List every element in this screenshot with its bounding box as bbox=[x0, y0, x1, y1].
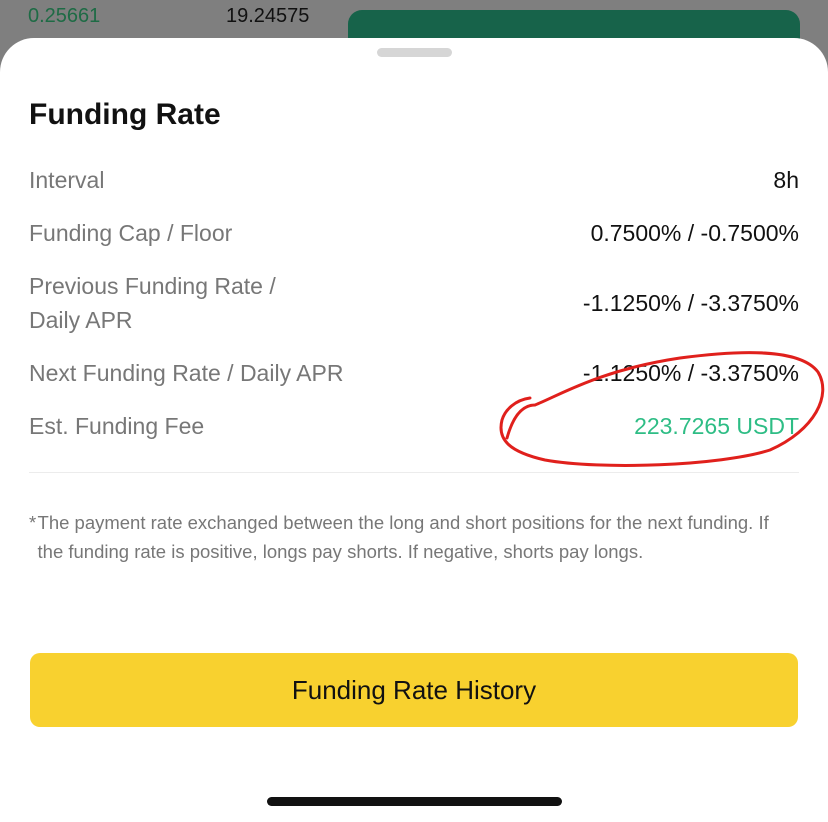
next-rate-value: -1.1250% / -3.3750% bbox=[582, 359, 799, 386]
row-est-funding-fee: Est. Funding Fee 223.7265 USDT bbox=[29, 409, 799, 443]
cap-floor-label: Funding Cap / Floor bbox=[29, 220, 233, 246]
row-next-funding-rate: Next Funding Rate / Daily APR -1.1250% /… bbox=[29, 356, 799, 390]
row-funding-cap-floor: Funding Cap / Floor 0.7500% / -0.7500% bbox=[29, 216, 799, 250]
background-quantity: 19.24575 bbox=[226, 5, 310, 27]
previous-rate-label-line1: Previous Funding Rate / bbox=[29, 273, 276, 299]
previous-rate-label: Previous Funding Rate / Daily APR bbox=[29, 269, 276, 337]
cap-floor-value: 0.7500% / -0.7500% bbox=[590, 219, 799, 246]
funding-note: * The payment rate exchanged between the… bbox=[29, 508, 799, 566]
interval-label: Interval bbox=[29, 167, 105, 193]
sheet-drag-handle[interactable] bbox=[377, 48, 452, 57]
next-rate-label: Next Funding Rate / Daily APR bbox=[29, 360, 344, 386]
funding-rate-history-button[interactable]: Funding Rate History bbox=[30, 653, 798, 727]
interval-value: 8h bbox=[773, 166, 799, 193]
sheet-title: Funding Rate bbox=[29, 98, 221, 131]
est-fee-value: 223.7265 USDT bbox=[634, 412, 799, 439]
note-marker: * bbox=[29, 512, 37, 533]
home-indicator bbox=[267, 797, 562, 806]
divider bbox=[29, 472, 799, 473]
previous-rate-label-line2: Daily APR bbox=[29, 307, 133, 333]
row-interval: Interval 8h bbox=[29, 163, 799, 197]
previous-rate-value: -1.1250% / -3.3750% bbox=[582, 289, 799, 316]
funding-rate-sheet: Funding Rate Interval 8h Funding Cap / F… bbox=[0, 38, 828, 822]
background-price: 0.25661 bbox=[28, 5, 101, 27]
est-fee-label: Est. Funding Fee bbox=[29, 413, 205, 439]
note-text: The payment rate exchanged between the l… bbox=[37, 512, 769, 562]
row-previous-funding-rate: Previous Funding Rate / Daily APR -1.1250… bbox=[29, 269, 799, 337]
